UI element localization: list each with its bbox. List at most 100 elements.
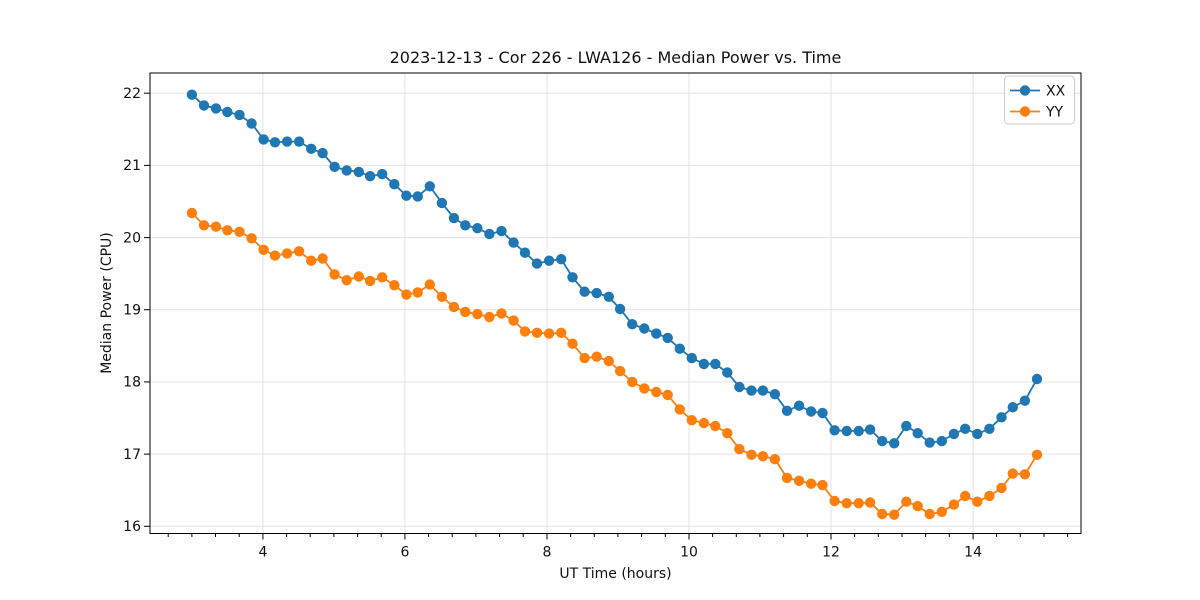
data-point-YY bbox=[901, 496, 912, 507]
y-tick-label: 20 bbox=[123, 230, 141, 246]
data-point-XX bbox=[186, 89, 198, 100]
data-point-YY bbox=[436, 291, 448, 302]
data-point-YY bbox=[1031, 449, 1043, 460]
data-point-XX bbox=[1007, 402, 1018, 413]
data-point-XX bbox=[722, 367, 733, 378]
data-point-YY bbox=[317, 253, 328, 264]
data-point-XX bbox=[472, 223, 483, 234]
data-point-YY bbox=[864, 497, 876, 508]
data-point-YY bbox=[543, 328, 555, 339]
data-point-XX bbox=[556, 254, 567, 265]
data-point-XX bbox=[817, 407, 828, 419]
data-point-YY bbox=[281, 248, 293, 259]
data-point-XX bbox=[936, 435, 947, 447]
x-tick-label: 10 bbox=[680, 545, 698, 561]
data-point-XX bbox=[674, 343, 685, 354]
data-point-YY bbox=[805, 478, 817, 489]
data-point-XX bbox=[686, 352, 697, 364]
data-point-XX bbox=[519, 247, 531, 258]
data-point-YY bbox=[877, 508, 888, 520]
series-YY bbox=[186, 207, 1043, 520]
data-point-YY bbox=[293, 246, 305, 257]
grid-layer bbox=[150, 73, 1081, 534]
data-point-YY bbox=[306, 255, 317, 266]
data-point-YY bbox=[460, 306, 471, 318]
data-point-YY bbox=[651, 386, 662, 398]
y-tick-label: 18 bbox=[123, 375, 141, 391]
data-point-XX bbox=[401, 190, 412, 201]
data-point-YY bbox=[258, 244, 269, 255]
data-point-YY bbox=[329, 269, 340, 280]
data-point-XX bbox=[591, 287, 602, 299]
data-point-XX bbox=[960, 423, 971, 434]
data-point-XX bbox=[864, 424, 876, 435]
data-point-XX bbox=[293, 136, 305, 147]
data-point-YY bbox=[472, 308, 483, 320]
data-point-XX bbox=[912, 428, 923, 439]
data-point-YY bbox=[377, 272, 388, 283]
data-point-XX bbox=[710, 358, 721, 370]
data-point-XX bbox=[436, 197, 448, 209]
data-point-YY bbox=[686, 415, 697, 426]
data-point-YY bbox=[496, 308, 507, 319]
data-point-XX bbox=[734, 381, 745, 393]
legend-label-YY: YY bbox=[1045, 104, 1064, 120]
tick-layer: 4 6 8 10 12 14 16 17 18 19 20 21 22 bbox=[123, 86, 1069, 561]
data-point-YY bbox=[781, 472, 793, 484]
data-point-YY bbox=[757, 451, 769, 462]
x-tick-label: 14 bbox=[964, 545, 982, 561]
data-point-YY bbox=[734, 443, 745, 455]
data-point-XX bbox=[579, 286, 590, 297]
data-point-YY bbox=[793, 475, 805, 486]
data-point-XX bbox=[222, 106, 233, 118]
data-point-XX bbox=[460, 220, 471, 231]
data-point-XX bbox=[389, 179, 400, 190]
series-layer bbox=[186, 89, 1043, 520]
data-point-XX bbox=[901, 420, 912, 432]
data-point-XX bbox=[793, 400, 805, 411]
data-point-YY bbox=[579, 352, 590, 364]
data-point-YY bbox=[829, 495, 840, 507]
y-tick-label: 16 bbox=[123, 519, 141, 535]
data-point-XX bbox=[198, 100, 210, 111]
data-point-XX bbox=[377, 168, 388, 180]
x-tick-label: 4 bbox=[258, 545, 267, 561]
data-point-YY bbox=[222, 225, 233, 236]
data-point-XX bbox=[258, 134, 269, 145]
data-point-YY bbox=[817, 479, 828, 491]
data-point-YY bbox=[853, 498, 864, 509]
data-point-XX bbox=[853, 425, 864, 437]
data-point-XX bbox=[889, 438, 900, 449]
data-point-YY bbox=[722, 428, 733, 439]
data-point-YY bbox=[698, 417, 710, 429]
data-point-YY bbox=[710, 420, 721, 432]
data-point-YY bbox=[186, 207, 198, 219]
data-point-YY bbox=[341, 275, 352, 286]
data-point-YY bbox=[567, 338, 578, 349]
data-point-XX bbox=[329, 161, 340, 172]
x-tick-label: 12 bbox=[822, 545, 840, 561]
legend: XX YY bbox=[1004, 75, 1075, 125]
data-point-XX bbox=[829, 425, 840, 436]
data-point-YY bbox=[996, 482, 1007, 494]
plot-border bbox=[149, 72, 1082, 534]
data-point-YY bbox=[769, 454, 781, 465]
data-point-XX bbox=[364, 171, 376, 182]
data-point-XX bbox=[306, 143, 317, 154]
data-point-YY bbox=[972, 496, 983, 507]
series-line-XX bbox=[191, 94, 1038, 445]
data-point-YY bbox=[448, 301, 460, 313]
data-point-XX bbox=[281, 136, 293, 147]
data-point-XX bbox=[317, 147, 328, 159]
data-point-XX bbox=[627, 319, 638, 330]
data-point-YY bbox=[412, 287, 423, 298]
data-point-XX bbox=[698, 358, 710, 370]
data-point-XX bbox=[424, 181, 435, 192]
data-point-XX bbox=[210, 103, 222, 114]
data-point-XX bbox=[603, 291, 614, 302]
data-point-YY bbox=[627, 376, 638, 388]
data-point-YY bbox=[603, 355, 614, 367]
data-point-XX bbox=[269, 137, 281, 148]
y-tick-label: 19 bbox=[123, 303, 141, 319]
data-point-YY bbox=[1019, 469, 1031, 480]
